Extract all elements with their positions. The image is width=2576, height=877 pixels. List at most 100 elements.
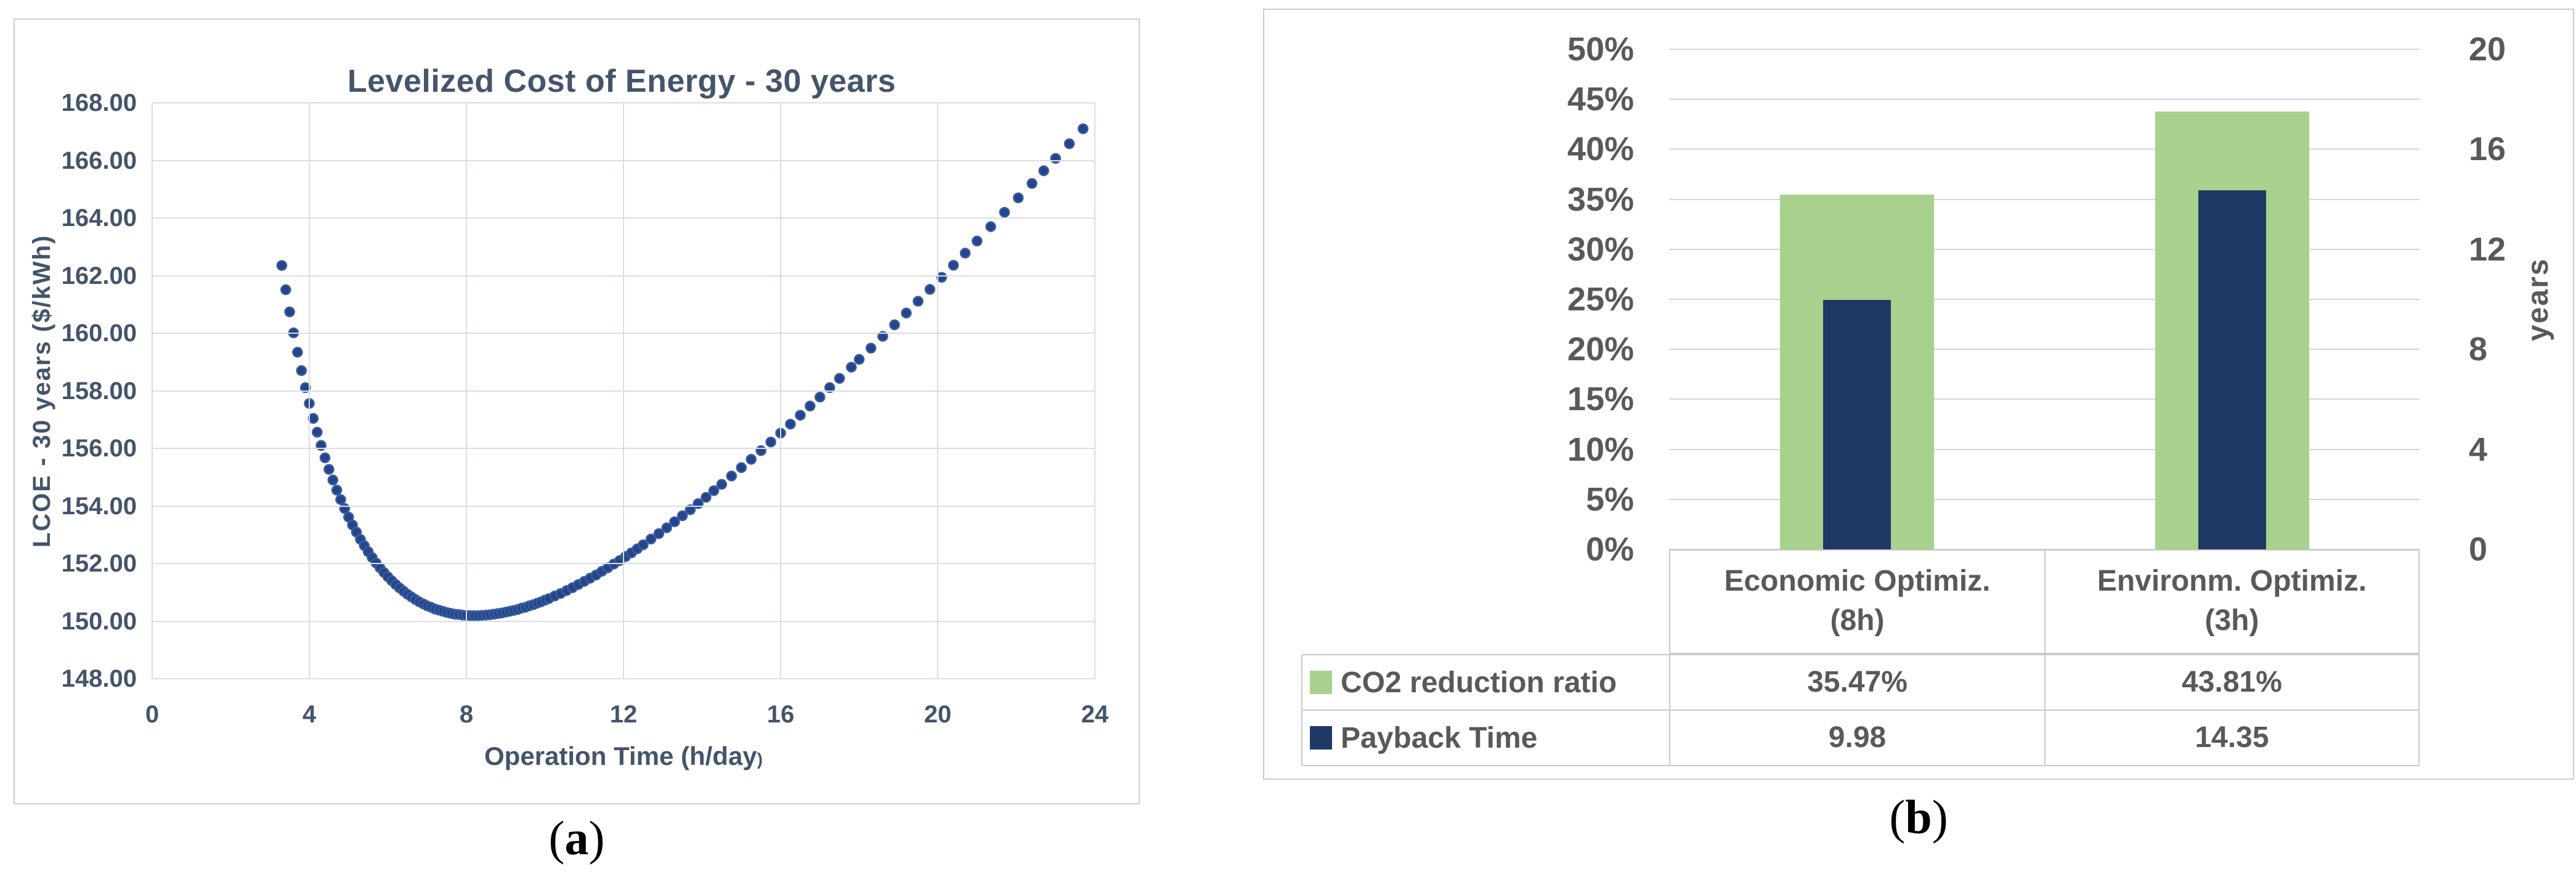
- scatter-point: [296, 365, 307, 376]
- gridline-horizontal: [1669, 99, 2420, 100]
- y-tick-label: 168.00: [61, 89, 137, 116]
- category-line2: (8h): [1830, 604, 1885, 637]
- scatter-point: [1026, 178, 1038, 189]
- gridline-horizontal: [1669, 448, 2420, 450]
- bar-payback-time: [1822, 300, 1891, 549]
- table-cell-co2-economic: 35.47%: [1669, 654, 2046, 711]
- scatter-point: [805, 400, 816, 412]
- legend-row-co2: CO2 reduction ratio: [1301, 654, 1670, 711]
- scatter-point: [693, 498, 704, 509]
- scatter-point: [824, 382, 835, 394]
- scatter-point: [999, 206, 1010, 218]
- gridline-horizontal: [1669, 398, 2420, 400]
- scatter-point: [331, 485, 343, 496]
- gridline-horizontal: [1669, 148, 2420, 150]
- scatter-point: [685, 504, 696, 515]
- left-axis-tick-label: 35%: [1567, 180, 1634, 218]
- scatter-point: [335, 494, 346, 505]
- scatter-point: [815, 392, 826, 403]
- bar-payback-time: [2198, 190, 2266, 549]
- x-axis-title: Operation Time (h/day): [152, 742, 1095, 771]
- scatter-point: [1012, 192, 1024, 204]
- scatter-point: [653, 528, 665, 540]
- plot-area: [1669, 49, 2420, 550]
- category-header-environmental: Environm. Optimiz. (3h): [2044, 549, 2420, 654]
- left-axis-tick-label: 5%: [1585, 480, 1634, 518]
- scatter-point: [312, 427, 323, 438]
- category-header-economic: Economic Optimiz. (8h): [1669, 549, 2046, 654]
- scatter-point: [785, 418, 796, 430]
- scatter-point: [284, 306, 295, 318]
- right-axis-tick-label: 0: [2469, 531, 2488, 568]
- scatter-point: [1038, 165, 1049, 177]
- legend-label-payback: Payback Time: [1341, 721, 1538, 754]
- gridline-vertical: [309, 103, 310, 679]
- gridline-vertical: [466, 103, 467, 679]
- right-axis-title: years: [2522, 257, 2554, 341]
- panel-lcoe-scatter-chart: Levelized Cost of Energy - 30 years LCOE…: [14, 18, 1140, 804]
- scatter-point: [726, 471, 737, 482]
- x-tick-label: 0: [145, 701, 160, 728]
- gridline-horizontal: [1669, 248, 2420, 250]
- right-axis-tick-label: 20: [2469, 31, 2506, 68]
- category-line2: (3h): [2204, 604, 2259, 637]
- chart-title: Levelized Cost of Energy - 30 years: [347, 63, 896, 99]
- x-tick-label: 24: [1081, 701, 1109, 728]
- scatter-point: [292, 347, 303, 358]
- scatter-point: [877, 331, 888, 342]
- scatter-point: [924, 284, 936, 295]
- right-axis-tick-label: 4: [2469, 430, 2488, 468]
- x-axis-title-paren: ): [757, 750, 763, 769]
- plot-area: [152, 102, 1095, 679]
- scatter-point: [319, 452, 331, 464]
- scatter-point: [736, 462, 747, 474]
- category-line1: Environm. Optimiz.: [2097, 565, 2367, 597]
- gridline-vertical: [152, 103, 153, 679]
- x-tick-label: 12: [609, 701, 638, 728]
- scatter-point: [865, 342, 877, 354]
- table-cell-payback-economic: 9.98: [1669, 709, 2046, 766]
- scatter-point: [846, 362, 857, 373]
- x-tick-label: 16: [766, 701, 795, 728]
- caption-b: (b): [1889, 790, 1948, 844]
- scatter-point: [948, 259, 959, 271]
- y-tick-label: 148.00: [61, 665, 137, 692]
- right-axis-tick-label: 12: [2469, 230, 2506, 268]
- scatter-point: [701, 491, 712, 503]
- scatter-point: [889, 319, 900, 331]
- gridline-horizontal: [1669, 498, 2420, 500]
- scatter-point: [661, 522, 672, 533]
- y-tick-label: 150.00: [61, 607, 137, 635]
- left-axis-tick-label: 50%: [1567, 31, 1634, 68]
- gridline-horizontal: [1669, 299, 2420, 300]
- y-tick-label: 158.00: [61, 377, 137, 405]
- y-tick-label: 162.00: [61, 262, 137, 289]
- scatter-point: [972, 235, 983, 247]
- scatter-point: [1078, 123, 1089, 134]
- scatter-point: [959, 248, 971, 259]
- left-axis-tick-label: 10%: [1567, 430, 1634, 468]
- scatter-point: [299, 382, 311, 394]
- gridline-vertical: [1094, 103, 1095, 679]
- scatter-point: [327, 474, 339, 486]
- scatter-point: [307, 413, 319, 424]
- left-axis-tick-label: 45%: [1567, 81, 1634, 118]
- gridline-horizontal: [152, 678, 1095, 679]
- legend-swatch-co2-icon: [1310, 671, 1332, 694]
- gridline-vertical: [623, 103, 624, 679]
- scatter-point: [985, 221, 996, 232]
- scatter-point: [746, 454, 757, 465]
- table-cell-payback-environmental: 14.35: [2044, 709, 2420, 766]
- scatter-point: [765, 436, 776, 448]
- left-axis-tick-label: 0%: [1585, 531, 1634, 568]
- caption-a: (a): [548, 811, 605, 865]
- scatter-point: [276, 260, 288, 271]
- gridline-horizontal: [1669, 198, 2420, 200]
- x-tick-label: 20: [924, 701, 952, 728]
- x-axis-title-text: Operation Time (h/day: [484, 742, 757, 770]
- scatter-point: [1050, 153, 1062, 164]
- scatter-point: [638, 539, 649, 551]
- scatter-point: [1063, 138, 1075, 150]
- y-tick-label: 154.00: [61, 492, 137, 520]
